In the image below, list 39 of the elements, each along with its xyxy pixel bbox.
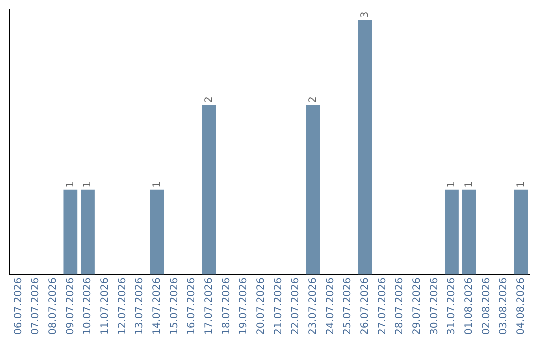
x-tick-label: 17.07.2026 <box>204 278 215 336</box>
x-tick-label: 28.07.2026 <box>394 278 406 336</box>
data-label: 2 <box>308 96 319 104</box>
x-tick-label: 26.07.2026 <box>360 278 371 336</box>
x-tick-label: 22.07.2026 <box>290 278 302 336</box>
x-tick-label: 24.07.2026 <box>325 278 336 336</box>
data-label: 1 <box>464 182 475 188</box>
x-tick-label: 09.07.2026 <box>65 278 76 336</box>
x-tick-label: 10.07.2026 <box>82 278 94 336</box>
x-tick-label: 12.07.2026 <box>117 278 128 336</box>
x-tick-label: 30.07.2026 <box>429 278 440 336</box>
data-label: 1 <box>82 182 94 188</box>
x-tick-label: 21.07.2026 <box>273 278 284 336</box>
x-tick-label: 19.07.2026 <box>238 278 250 336</box>
x-tick-label: 03.08.2026 <box>498 278 510 336</box>
data-label: 1 <box>446 182 458 188</box>
x-tick-label: 15.07.2026 <box>169 278 180 336</box>
data-label: 1 <box>152 182 163 188</box>
x-tick-label: 31.07.2026 <box>446 278 458 336</box>
x-tick-label: 16.07.2026 <box>186 278 198 336</box>
data-label: 3 <box>360 12 371 18</box>
x-tick-label: 13.07.2026 <box>134 278 146 336</box>
x-tick-label: 27.07.2026 <box>377 278 388 336</box>
x-tick-label: 08.07.2026 <box>48 278 59 336</box>
x-tick-label: 02.08.2026 <box>481 278 492 336</box>
data-label: 1 <box>65 182 76 188</box>
data-label: 2 <box>204 96 215 104</box>
x-tick-label: 29.07.2026 <box>412 278 423 336</box>
x-tick-label: 04.08.2026 <box>516 278 527 336</box>
x-tick-label: 01.08.2026 <box>464 278 475 336</box>
x-tick-label: 20.07.2026 <box>256 278 267 336</box>
x-tick-label: 07.07.2026 <box>30 278 42 336</box>
x-tick-label: 18.07.2026 <box>221 278 232 336</box>
x-tick-label: 06.07.2026 <box>13 278 24 336</box>
data-label: 1 <box>516 182 527 188</box>
x-tick-label: 25.07.2026 <box>342 278 354 336</box>
x-tick-label: 23.07.2026 <box>308 278 319 336</box>
x-tick-label: 14.07.2026 <box>152 278 163 336</box>
x-tick-label: 11.07.2026 <box>100 278 111 336</box>
